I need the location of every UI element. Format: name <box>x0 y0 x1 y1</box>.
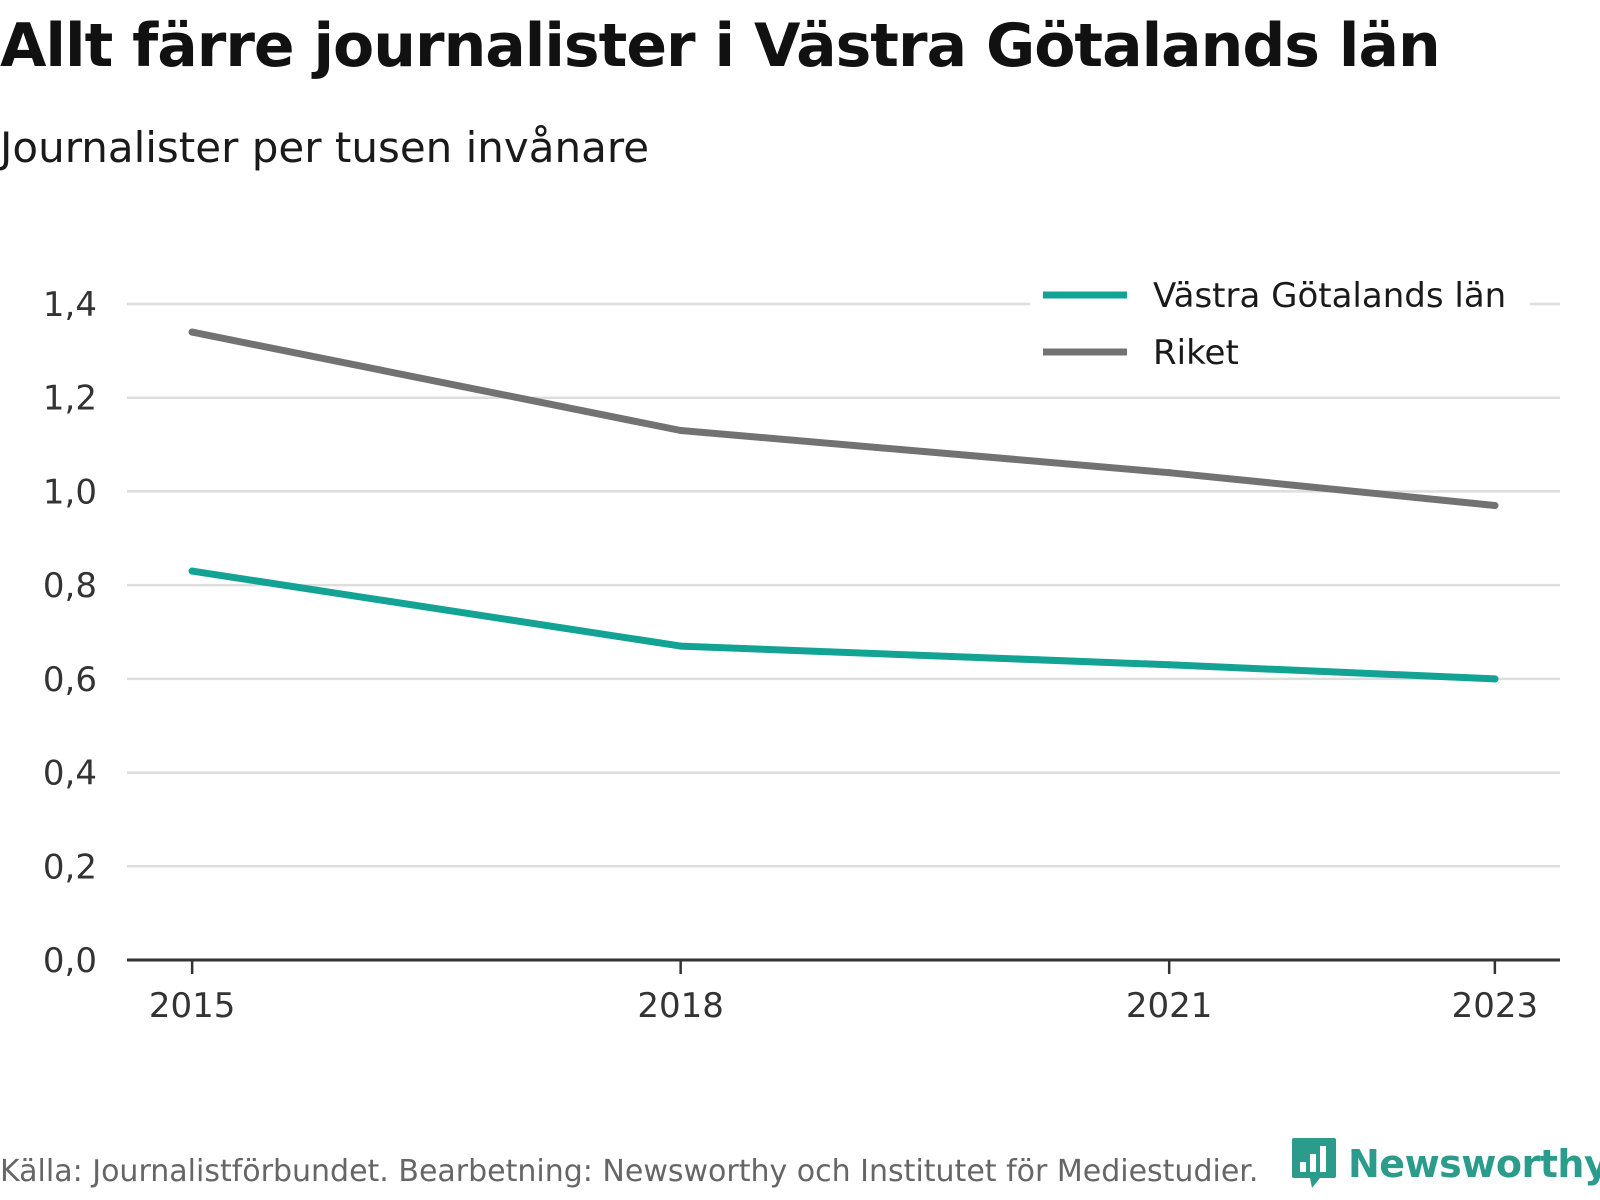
legend: Västra Götalands län Riket <box>1030 268 1530 378</box>
data-point <box>1165 469 1173 477</box>
series-line-v-stra-g-talands-l-n <box>188 567 1499 683</box>
x-axis <box>127 958 1560 974</box>
x-tick-label: 2015 <box>149 986 236 1026</box>
y-tick-label: 1,4 <box>43 285 97 325</box>
y-axis-tick-labels: 0,0 0,2 0,4 0,6 0,8 1,0 1,2 1,4 <box>43 285 97 981</box>
legend-label: Västra Götalands län <box>1153 276 1506 316</box>
data-point <box>188 328 196 336</box>
legend-background <box>1030 268 1530 378</box>
series-line-riket <box>188 328 1499 509</box>
source-note: Källa: Journalistförbundet. Bearbetning:… <box>0 1154 1259 1189</box>
x-tick-label: 2023 <box>1452 986 1539 1026</box>
grid-lines <box>127 302 1560 868</box>
legend-label: Riket <box>1153 333 1239 373</box>
data-point <box>1491 501 1499 509</box>
brand-name: Newsworthy <box>1348 1142 1600 1186</box>
y-tick-label: 1,0 <box>43 472 97 512</box>
series-lines <box>188 328 1499 683</box>
y-tick-label: 0,0 <box>43 941 97 981</box>
line-chart: 0,0 0,2 0,4 0,6 0,8 1,0 1,2 1,4 2015 2018 2021 202… <box>42 268 1560 1026</box>
x-tick-label: 2021 <box>1126 986 1213 1026</box>
chart-subtitle: Journalister per tusen invånare <box>0 123 650 172</box>
data-point <box>677 427 685 435</box>
y-tick-label: 0,2 <box>43 847 97 887</box>
y-tick-label: 0,4 <box>43 754 97 794</box>
newsworthy-logo[interactable]: Newsworthy <box>1290 1136 1600 1192</box>
y-tick-label: 1,2 <box>43 379 97 419</box>
data-point <box>1165 661 1173 669</box>
x-axis-tick-labels: 2015 2018 2021 2023 <box>149 986 1538 1026</box>
bar-chart-speech-bubble-icon <box>1292 1138 1336 1188</box>
y-tick-label: 0,6 <box>43 660 97 700</box>
data-point <box>188 567 196 575</box>
data-point <box>1491 675 1499 683</box>
chart-title: Allt färre journalister i Västra Götalan… <box>0 11 1441 81</box>
x-tick-label: 2018 <box>637 986 724 1026</box>
y-tick-label: 0,8 <box>43 566 97 606</box>
data-point <box>677 642 685 650</box>
